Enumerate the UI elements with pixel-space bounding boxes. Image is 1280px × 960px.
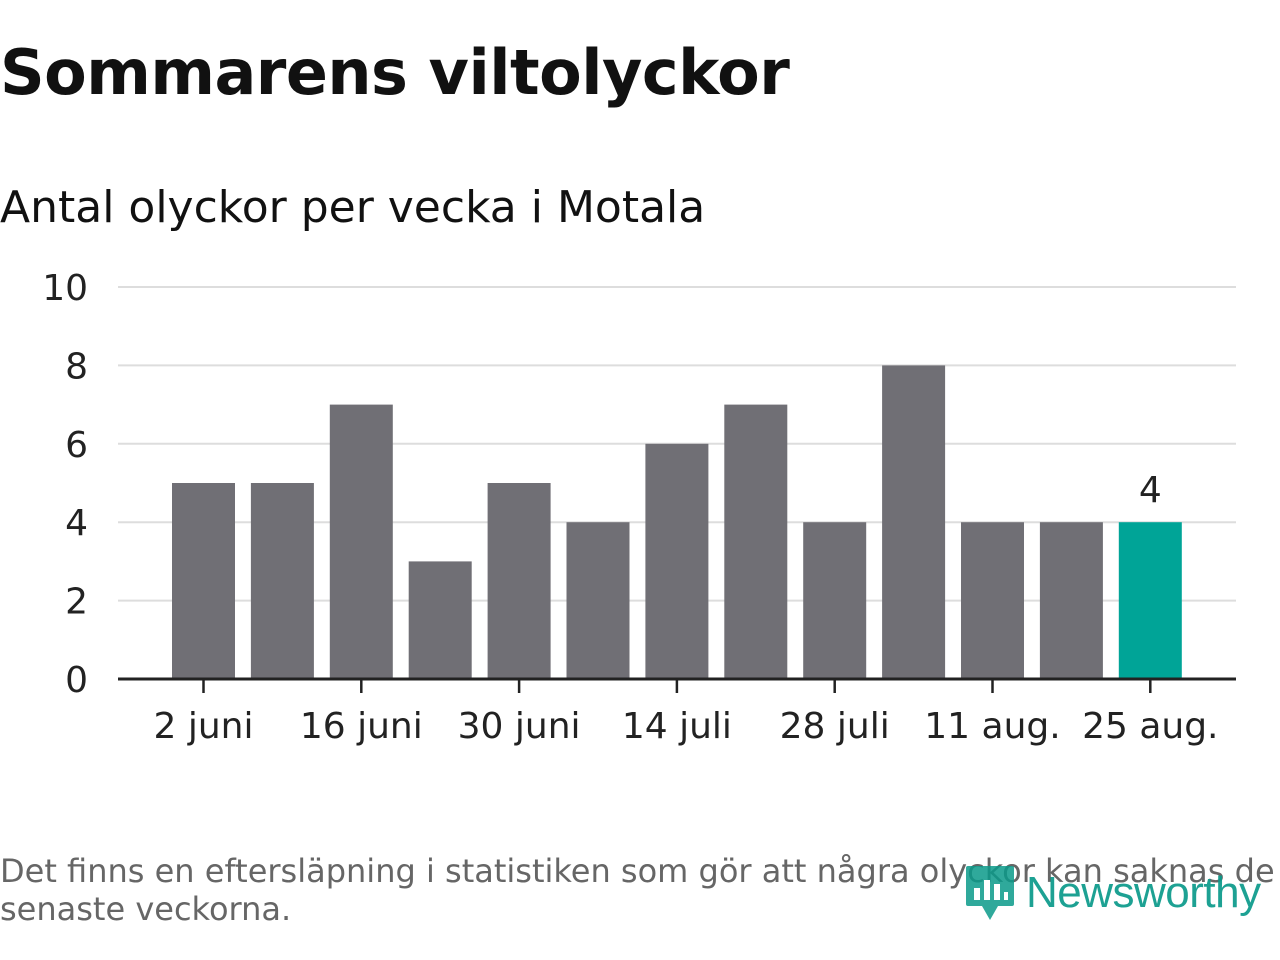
y-tick-label: 10: [42, 268, 88, 309]
bar: [882, 365, 946, 679]
y-tick-label: 0: [65, 660, 88, 701]
x-tick-label: 2 juni: [154, 706, 254, 747]
x-tick-label: 30 juni: [458, 706, 581, 747]
x-tick-label: 11 aug.: [924, 706, 1060, 747]
bar: [1039, 522, 1103, 679]
chart-subtitle: Antal olyckor per vecka i Motala: [0, 182, 706, 233]
bar: [645, 443, 709, 679]
bar: [329, 404, 393, 679]
chart-title: Sommarens viltolyckor: [0, 36, 790, 109]
bar: [408, 561, 472, 679]
x-tick-label: 25 aug.: [1082, 706, 1218, 747]
y-tick-label: 6: [65, 425, 88, 466]
bar: [724, 404, 788, 679]
bar: [250, 483, 314, 679]
brand-name: Newsworthy: [1026, 868, 1261, 917]
footnote: Det finns en eftersläpning i statistiken…: [0, 852, 1275, 928]
y-axis-labels: 0 2 4 6 8 10: [42, 268, 88, 701]
bar: [1118, 522, 1182, 679]
bars: [172, 365, 1182, 679]
x-tick-label: 28 juli: [780, 706, 890, 747]
data-labels: 4: [1139, 470, 1162, 511]
bar-chart-pin-icon: [966, 866, 1014, 920]
data-label: 4: [1139, 470, 1162, 511]
x-axis: 2 juni 16 juni 30 juni 14 juli 28 juli 11 aug…: [118, 677, 1236, 747]
bar: [487, 483, 551, 679]
x-tick-label: 14 juli: [622, 706, 732, 747]
x-tick-label: 16 juni: [300, 706, 423, 747]
y-tick-label: 2: [65, 582, 88, 623]
bar: [961, 522, 1024, 679]
bar-chart: 0 2 4 6 8 10 2 juni 16 juni 30 juni 14 juli 28 ju…: [42, 268, 1236, 747]
bar: [172, 483, 235, 679]
bar: [566, 522, 630, 679]
brand-logo: Newsworthy: [964, 858, 1261, 928]
bar: [803, 522, 867, 679]
y-tick-label: 8: [65, 346, 88, 387]
y-tick-label: 4: [65, 503, 88, 544]
